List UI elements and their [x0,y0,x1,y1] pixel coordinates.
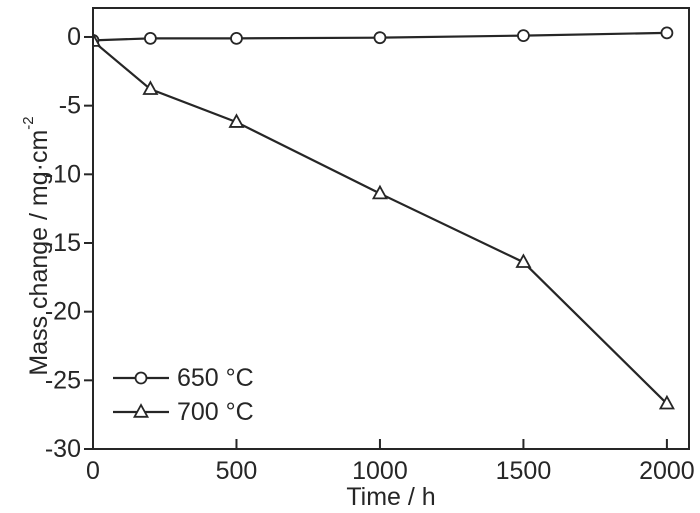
x-tick-label-2000: 2000 [639,457,695,485]
series-650c-circle-marker-icon [230,31,243,45]
series-line-700c [93,40,668,405]
series-700c-triangle-marker-icon [515,253,532,268]
legend: 650 °C 700 °C [113,364,254,426]
y-tick-label-neg20: -20 [45,298,81,326]
series-650c-circle-marker-icon [143,31,157,45]
legend-label-700c: 700 °C [177,398,254,426]
x-tick-label-500: 500 [216,457,258,485]
legend-700c-triangle-marker-icon [132,403,150,418]
series-700c-triangle-marker-icon [658,394,675,410]
y-axis-label-main: Mass change / mg·cm [25,130,53,376]
plot-frame [92,7,690,450]
legend-650c-circle-marker-icon [134,371,148,385]
y-tick-label-neg15: -15 [45,229,81,257]
series-layer [93,26,675,410]
y-axis-label: Mass change / mg·cm-2 [20,116,53,375]
series-700c-triangle-marker-icon [371,184,388,200]
x-tick-label-0: 0 [86,457,100,485]
y-tick-label-0: 0 [67,23,81,51]
legend-label-650c: 650 °C [177,364,254,392]
y-tick-label-neg10: -10 [45,160,81,188]
y-tick-label-neg5: -5 [59,92,81,120]
y-axis-label-superscript: -2 [20,116,37,129]
x-tick-label-1500: 1500 [496,457,552,485]
x-axis-label: Time / h [346,483,435,511]
series-650c-circle-marker-icon [373,31,387,45]
series-line-650c [93,31,667,42]
y-tick-label-neg25: -25 [45,366,81,394]
series-700c-triangle-marker-icon [228,113,245,128]
series-650c-circle-marker-icon [517,29,530,43]
series-700c-triangle-marker-icon [93,32,102,47]
x-tick-label-1000: 1000 [352,457,408,485]
series-650c-circle-marker-icon [660,26,674,40]
series-700c-triangle-marker-icon [142,80,159,95]
y-tick-label-neg30: -30 [45,435,81,463]
